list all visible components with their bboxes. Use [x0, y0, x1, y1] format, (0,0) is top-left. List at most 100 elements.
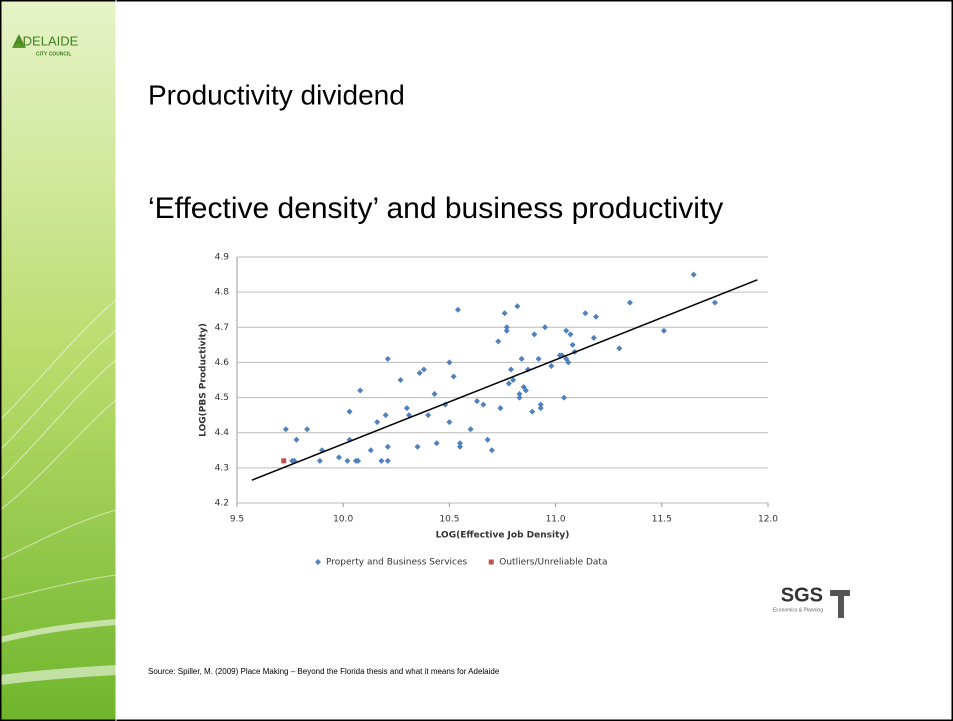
data-point — [480, 401, 487, 408]
data-point — [590, 334, 597, 341]
data-point — [454, 306, 461, 313]
data-point — [497, 405, 504, 412]
data-point — [446, 419, 453, 426]
legend-marker — [315, 559, 321, 565]
data-point — [382, 412, 389, 419]
data-point — [616, 345, 623, 352]
data-point — [505, 380, 512, 387]
brand-tagline: Economics & Planning — [773, 607, 823, 613]
data-point — [425, 412, 432, 419]
data-point — [626, 299, 633, 306]
data-point — [335, 454, 342, 461]
data-point — [433, 440, 440, 447]
data-point — [374, 419, 381, 426]
data-point — [514, 303, 521, 310]
data-point — [403, 405, 410, 412]
x-tick-label: 11.0 — [546, 515, 566, 525]
data-point — [582, 310, 589, 317]
y-tick-label: 4.6 — [215, 358, 230, 368]
logo-subtitle: CITY COUNCIL — [36, 51, 71, 57]
data-point — [446, 359, 453, 366]
data-point — [431, 391, 438, 398]
data-point — [531, 331, 538, 338]
data-point — [457, 440, 464, 447]
data-point — [561, 394, 568, 401]
data-point — [548, 362, 555, 369]
data-point — [495, 338, 502, 345]
data-point — [711, 299, 718, 306]
data-point — [592, 313, 599, 320]
trendline — [251, 279, 758, 481]
data-point — [304, 426, 311, 433]
y-tick-label: 4.9 — [215, 253, 230, 263]
brand-name: SGS — [781, 584, 823, 606]
data-point — [537, 401, 544, 408]
data-point — [467, 426, 474, 433]
data-point — [503, 327, 510, 334]
source-note: Source: Spiller, M. (2009) Place Making … — [148, 667, 500, 676]
data-point — [367, 447, 374, 454]
y-tick-label: 4.4 — [215, 428, 230, 438]
data-point — [316, 457, 323, 464]
data-point — [281, 458, 287, 464]
data-point — [355, 457, 362, 464]
data-point — [510, 377, 517, 383]
data-point — [516, 391, 523, 398]
y-axis-label: LOG(PBS Productivity) — [199, 323, 209, 437]
data-point — [690, 271, 697, 278]
data-point — [474, 398, 481, 405]
data-point — [488, 447, 495, 454]
data-point — [518, 355, 525, 362]
x-axis-label: LOG(Effective Job Density) — [436, 531, 570, 541]
data-point — [563, 327, 570, 334]
brand-icon — [830, 590, 850, 618]
data-point — [567, 331, 574, 338]
y-tick-label: 4.3 — [215, 463, 229, 473]
x-tick-label: 10.5 — [439, 515, 459, 525]
data-point — [501, 310, 508, 317]
legend-marker — [488, 559, 494, 565]
data-point — [565, 359, 572, 366]
data-point — [397, 377, 404, 383]
y-tick-label: 4.8 — [215, 288, 230, 298]
slide-subtitle: ‘Effective density’ and business product… — [148, 192, 723, 225]
data-point — [414, 443, 421, 450]
data-point — [344, 457, 351, 464]
data-point — [503, 324, 510, 331]
data-point — [282, 426, 289, 433]
legend-label: Outliers/Unreliable Data — [499, 558, 607, 568]
x-tick-label: 12.0 — [758, 515, 778, 525]
data-point — [541, 324, 548, 331]
data-point — [535, 355, 542, 362]
data-point — [522, 387, 529, 394]
data-point — [507, 366, 514, 373]
data-point — [378, 457, 385, 464]
logo-icon — [12, 34, 26, 48]
data-point — [484, 436, 491, 443]
y-tick-label: 4.5 — [215, 393, 229, 403]
legend-label: Property and Business Services — [326, 558, 468, 568]
data-point — [357, 387, 364, 394]
data-point — [537, 405, 544, 412]
data-point — [569, 341, 576, 348]
sidebar-curves — [0, 299, 117, 685]
x-tick-label: 9.5 — [230, 515, 244, 525]
x-tick-label: 11.5 — [652, 515, 672, 525]
y-tick-label: 4.2 — [215, 499, 229, 509]
data-point — [529, 408, 536, 415]
data-point — [450, 373, 457, 380]
y-tick-label: 4.7 — [215, 323, 229, 333]
data-point — [384, 443, 391, 450]
data-point — [420, 366, 427, 373]
logo-name: ADELAIDE — [14, 33, 79, 48]
data-point — [384, 355, 391, 362]
data-point — [457, 443, 464, 450]
data-point — [346, 408, 353, 415]
sidebar — [0, 0, 116, 721]
data-point — [516, 394, 523, 401]
slide-title: Productivity dividend — [148, 79, 405, 110]
data-point — [293, 436, 300, 443]
